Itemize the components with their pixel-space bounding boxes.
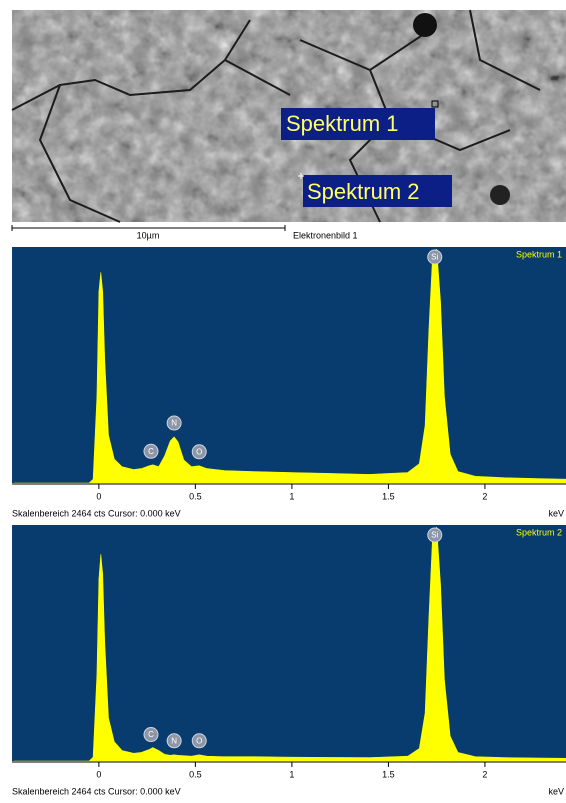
- peak-label: N: [171, 736, 177, 745]
- x-tick-label: 0: [96, 769, 101, 779]
- x-tick-label: 0.5: [189, 769, 202, 779]
- spectrum-panel: Spektrum 2 Si C N O 0 0.5 1 1.5 2 keV Skalenbereich…: [12, 525, 566, 796]
- peak-label: O: [196, 736, 202, 745]
- x-tick-label: 1.5: [382, 769, 395, 779]
- sem-image: Spektrum 1 Spektrum 2: [12, 10, 566, 222]
- panel-footer: Skalenbereich 2464 cts Cursor: 0.000 keV: [12, 786, 181, 796]
- spectrum-title: Spektrum 1: [516, 249, 562, 259]
- peak-label: O: [196, 447, 202, 456]
- peak-label: C: [148, 447, 154, 456]
- peak-label: C: [148, 730, 154, 739]
- spot-label: Spektrum 2: [307, 179, 420, 204]
- panel-footer: Skalenbereich 2464 cts Cursor: 0.000 keV: [12, 508, 181, 518]
- peak-label: Si: [431, 253, 438, 262]
- scale-bar: 10µm Elektronenbild 1: [12, 225, 358, 240]
- page: {"image": {"labels": ["Spektrum 1", "Spe…: [0, 0, 566, 803]
- x-tick-label: 2: [482, 491, 487, 501]
- image-caption: Elektronenbild 1: [293, 230, 358, 240]
- x-tick-label: 1: [289, 769, 294, 779]
- spectrum-panel: Spektrum 1 Si C N O 0 0.5 1 1.5 2 keV Skalenbereich…: [12, 247, 566, 518]
- x-tick-label: 2: [482, 769, 487, 779]
- x-axis-label: keV: [548, 508, 564, 518]
- x-tick-label: 0: [96, 491, 101, 501]
- x-tick-label: 1.5: [382, 491, 395, 501]
- x-axis-label: keV: [548, 786, 564, 796]
- x-tick-label: 1: [289, 491, 294, 501]
- peak-label: N: [171, 419, 177, 428]
- peak-label: Si: [431, 531, 438, 540]
- x-tick-label: 0.5: [189, 491, 202, 501]
- figure: Spektrum 1 Spektrum 2 10µm Elektronenbil…: [0, 0, 566, 803]
- spectrum-title: Spektrum 2: [516, 527, 562, 537]
- scale-label: 10µm: [137, 230, 160, 240]
- spot-label: Spektrum 1: [286, 111, 399, 136]
